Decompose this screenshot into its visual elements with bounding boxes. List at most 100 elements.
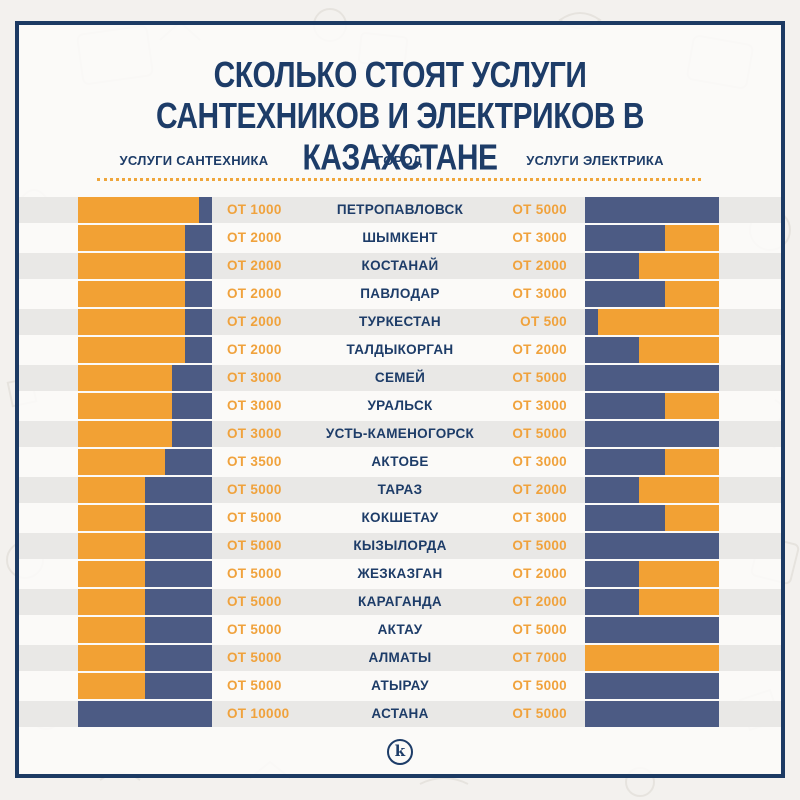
city-label: ПАВЛОДАР: [360, 286, 440, 301]
electrician-price-bar: [585, 337, 719, 363]
plumber-bar-fill: [145, 533, 212, 559]
electrician-price-bar: [585, 225, 719, 251]
column-header-plumber: УСЛУГИ САНТЕХНИКА: [119, 153, 269, 168]
plumber-bar-fill: [185, 253, 212, 279]
electrician-price-bar: [585, 421, 719, 447]
plumber-price-label: ОТ 1000: [227, 202, 282, 217]
electrician-price-bar: [585, 617, 719, 643]
electrician-price-bar: [585, 253, 719, 279]
table-row: ОТ 2000 ТУРКЕСТАН ОТ 500: [19, 308, 781, 336]
city-label: ЖЕЗКАЗГАН: [357, 566, 443, 581]
brand-logo-letter: k: [394, 742, 406, 760]
city-label: ТАЛДЫКОРГАН: [346, 342, 454, 357]
table-row: ОТ 5000 АЛМАТЫ ОТ 7000: [19, 644, 781, 672]
plumber-bar-fill: [145, 673, 212, 699]
electrician-bar-fill: [585, 449, 666, 475]
plumber-bar-fill: [78, 701, 212, 727]
city-label: УСТЬ-КАМЕНОГОРСК: [325, 426, 475, 441]
electrician-bar-fill: [585, 393, 666, 419]
plumber-price-bar: [78, 533, 212, 559]
electrician-bar-fill: [585, 561, 639, 587]
electrician-price-bar: [585, 197, 719, 223]
plumber-price-bar: [78, 197, 212, 223]
dotted-divider: [97, 178, 701, 181]
electrician-bar-fill: [585, 197, 719, 223]
plumber-price-bar: [78, 449, 212, 475]
table-row: ОТ 5000 КАРАГАНДА ОТ 2000: [19, 588, 781, 616]
table-row: ОТ 5000 КЫЗЫЛОРДА ОТ 5000: [19, 532, 781, 560]
column-header-city: ГОРОД: [375, 153, 423, 168]
plumber-price-label: ОТ 2000: [227, 314, 282, 329]
city-label: УРАЛЬСК: [367, 398, 433, 413]
plumber-bar-fill: [185, 337, 212, 363]
electrician-price-bar: [585, 645, 719, 671]
electrician-bar-fill: [585, 281, 666, 307]
plumber-price-bar: [78, 253, 212, 279]
plumber-price-bar: [78, 561, 212, 587]
electrician-bar-fill: [585, 505, 666, 531]
plumber-price-label: ОТ 5000: [227, 482, 282, 497]
city-label: СЕМЕЙ: [374, 370, 426, 385]
city-label: ТУРКЕСТАН: [359, 314, 441, 329]
title-line-1: СКОЛЬКО СТОЯТ УСЛУГИ: [213, 55, 587, 96]
table-row: ОТ 2000 КОСТАНАЙ ОТ 2000: [19, 252, 781, 280]
plumber-price-bar: [78, 617, 212, 643]
plumber-price-label: ОТ 2000: [227, 258, 282, 273]
plumber-price-bar: [78, 645, 212, 671]
plumber-bar-fill: [171, 421, 212, 447]
electrician-price-label: ОТ 500: [520, 314, 567, 329]
electrician-price-bar: [585, 309, 719, 335]
electrician-price-bar: [585, 673, 719, 699]
plumber-price-label: ОТ 5000: [227, 566, 282, 581]
electrician-price-label: ОТ 2000: [512, 594, 567, 609]
table-row: ОТ 5000 АКТАУ ОТ 5000: [19, 616, 781, 644]
electrician-price-bar: [585, 533, 719, 559]
electrician-bar-fill: [585, 673, 719, 699]
electrician-price-label: ОТ 5000: [512, 678, 567, 693]
electrician-price-label: ОТ 2000: [512, 258, 567, 273]
plumber-bar-fill: [145, 561, 212, 587]
plumber-price-label: ОТ 5000: [227, 650, 282, 665]
plumber-bar-fill: [171, 393, 212, 419]
plumber-price-label: ОТ 2000: [227, 342, 282, 357]
city-label: АЛМАТЫ: [368, 650, 432, 665]
electrician-price-bar: [585, 281, 719, 307]
city-label: АСТАНА: [371, 706, 429, 721]
plumber-bar-fill: [185, 309, 212, 335]
plumber-price-bar: [78, 505, 212, 531]
electrician-price-label: ОТ 5000: [512, 706, 567, 721]
table-row: ОТ 1000 ПЕТРОПАВЛОВСК ОТ 5000: [19, 196, 781, 224]
column-header-electrician: УСЛУГИ ЭЛЕКТРИКА: [526, 153, 664, 168]
plumber-price-label: ОТ 2000: [227, 286, 282, 301]
plumber-price-label: ОТ 10000: [227, 706, 290, 721]
electrician-price-label: ОТ 3000: [512, 286, 567, 301]
electrician-price-label: ОТ 5000: [512, 622, 567, 637]
electrician-bar-fill: [585, 337, 639, 363]
electrician-bar-fill: [585, 253, 639, 279]
electrician-price-label: ОТ 7000: [512, 650, 567, 665]
plumber-price-bar: [78, 337, 212, 363]
plumber-bar-fill: [145, 505, 212, 531]
table-row: ОТ 10000 АСТАНА ОТ 5000: [19, 700, 781, 728]
electrician-price-label: ОТ 5000: [512, 426, 567, 441]
city-label: КЫЗЫЛОРДА: [353, 538, 447, 553]
table-row: ОТ 5000 АТЫРАУ ОТ 5000: [19, 672, 781, 700]
table-row: ОТ 3000 УСТЬ-КАМЕНОГОРСК ОТ 5000: [19, 420, 781, 448]
plumber-bar-fill: [198, 197, 212, 223]
city-label: КОКШЕТАУ: [361, 510, 439, 525]
brand-logo: k: [387, 739, 413, 765]
plumber-price-bar: [78, 365, 212, 391]
electrician-bar-fill: [585, 477, 639, 503]
plumber-price-bar: [78, 393, 212, 419]
column-headers: УСЛУГИ САНТЕХНИКА ГОРОД УСЛУГИ ЭЛЕКТРИКА: [19, 153, 781, 171]
plumber-price-bar: [78, 589, 212, 615]
plumber-price-bar: [78, 477, 212, 503]
plumber-price-bar: [78, 701, 212, 727]
city-label: КАРАГАНДА: [358, 594, 442, 609]
electrician-price-bar: [585, 393, 719, 419]
plumber-bar-fill: [171, 365, 212, 391]
plumber-price-label: ОТ 3000: [227, 370, 282, 385]
plumber-bar-fill: [165, 449, 212, 475]
table-row: ОТ 2000 ТАЛДЫКОРГАН ОТ 2000: [19, 336, 781, 364]
plumber-price-label: ОТ 3000: [227, 426, 282, 441]
